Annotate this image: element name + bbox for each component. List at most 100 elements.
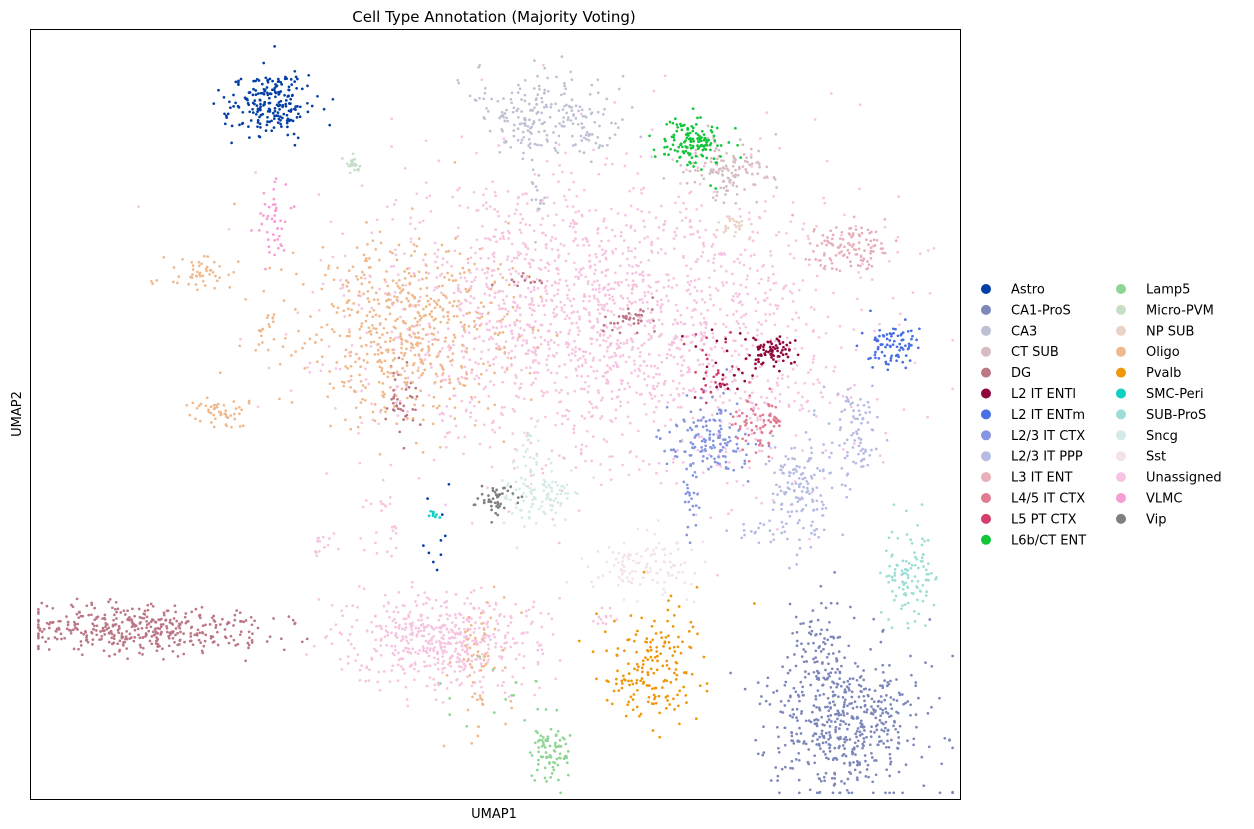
data-point bbox=[807, 457, 811, 460]
data-point bbox=[546, 196, 549, 199]
data-point bbox=[588, 133, 592, 136]
data-point bbox=[427, 632, 431, 636]
data-point bbox=[156, 637, 160, 641]
data-point bbox=[370, 620, 373, 624]
data-point bbox=[179, 630, 182, 634]
data-point bbox=[584, 275, 588, 279]
data-point bbox=[229, 106, 232, 110]
data-point bbox=[519, 386, 522, 389]
data-point bbox=[447, 482, 451, 486]
data-point bbox=[525, 609, 528, 613]
data-point bbox=[918, 252, 922, 255]
data-point bbox=[530, 198, 534, 202]
data-point bbox=[828, 471, 831, 475]
data-point bbox=[408, 622, 412, 626]
data-point bbox=[689, 441, 693, 444]
data-point bbox=[479, 257, 483, 260]
data-point bbox=[737, 167, 741, 171]
data-point bbox=[852, 460, 855, 464]
data-point bbox=[636, 346, 640, 350]
data-point bbox=[232, 624, 235, 627]
data-point bbox=[473, 395, 477, 399]
data-point bbox=[783, 683, 787, 687]
data-point bbox=[593, 120, 597, 124]
data-point bbox=[405, 698, 409, 701]
data-point bbox=[693, 396, 697, 399]
data-point bbox=[778, 485, 781, 489]
data-point bbox=[599, 483, 603, 487]
data-point bbox=[603, 217, 606, 221]
data-point bbox=[842, 720, 845, 723]
data-point bbox=[804, 670, 807, 673]
data-point bbox=[837, 695, 840, 699]
data-point bbox=[331, 97, 335, 101]
data-point bbox=[621, 379, 624, 383]
data-point bbox=[382, 604, 386, 608]
data-point bbox=[755, 161, 758, 164]
data-point bbox=[506, 190, 510, 193]
data-point bbox=[499, 411, 503, 415]
data-point bbox=[781, 665, 784, 669]
data-point bbox=[383, 292, 387, 295]
data-point bbox=[760, 323, 763, 326]
data-point bbox=[867, 405, 871, 409]
data-point bbox=[570, 311, 574, 315]
data-point bbox=[888, 664, 891, 667]
data-point bbox=[640, 313, 644, 317]
data-point bbox=[539, 335, 543, 339]
data-point bbox=[629, 226, 633, 229]
data-point bbox=[722, 201, 726, 205]
data-point bbox=[849, 396, 853, 399]
data-point bbox=[568, 316, 571, 320]
data-point bbox=[806, 234, 810, 238]
data-point bbox=[428, 642, 431, 646]
data-point bbox=[405, 361, 409, 364]
data-point bbox=[421, 645, 425, 648]
data-point bbox=[465, 279, 468, 283]
data-point bbox=[699, 312, 703, 316]
data-point bbox=[158, 627, 162, 631]
data-point bbox=[740, 303, 744, 307]
data-point bbox=[685, 181, 689, 185]
data-point bbox=[844, 399, 848, 403]
data-point bbox=[873, 353, 877, 357]
data-point bbox=[466, 643, 469, 647]
data-point bbox=[433, 241, 437, 245]
data-point bbox=[279, 115, 282, 119]
data-point bbox=[714, 381, 717, 384]
data-point bbox=[643, 291, 647, 294]
data-point bbox=[401, 657, 405, 661]
data-point bbox=[403, 252, 406, 256]
data-point bbox=[379, 500, 383, 503]
data-point bbox=[541, 198, 544, 202]
data-point bbox=[861, 262, 864, 266]
data-point bbox=[522, 631, 526, 635]
data-point bbox=[600, 606, 604, 610]
data-point bbox=[569, 119, 573, 122]
data-point bbox=[591, 283, 594, 287]
data-point bbox=[456, 78, 460, 82]
data-point bbox=[838, 744, 841, 748]
data-point bbox=[101, 626, 105, 630]
data-point bbox=[265, 86, 269, 89]
data-point bbox=[770, 404, 774, 408]
data-point bbox=[767, 444, 771, 448]
data-point bbox=[395, 605, 398, 609]
data-point bbox=[754, 297, 758, 301]
data-point bbox=[502, 237, 506, 240]
data-point bbox=[657, 399, 661, 403]
data-point bbox=[611, 295, 614, 299]
data-point bbox=[438, 639, 441, 643]
data-point bbox=[596, 78, 600, 82]
data-point bbox=[421, 258, 425, 262]
data-point bbox=[762, 348, 765, 352]
data-point bbox=[510, 349, 514, 353]
data-point bbox=[866, 763, 870, 767]
data-point bbox=[750, 421, 753, 425]
data-point bbox=[423, 665, 427, 668]
data-point bbox=[737, 367, 740, 371]
data-point bbox=[696, 230, 700, 234]
data-point bbox=[425, 684, 429, 688]
data-point bbox=[125, 630, 129, 633]
data-point bbox=[137, 607, 141, 611]
